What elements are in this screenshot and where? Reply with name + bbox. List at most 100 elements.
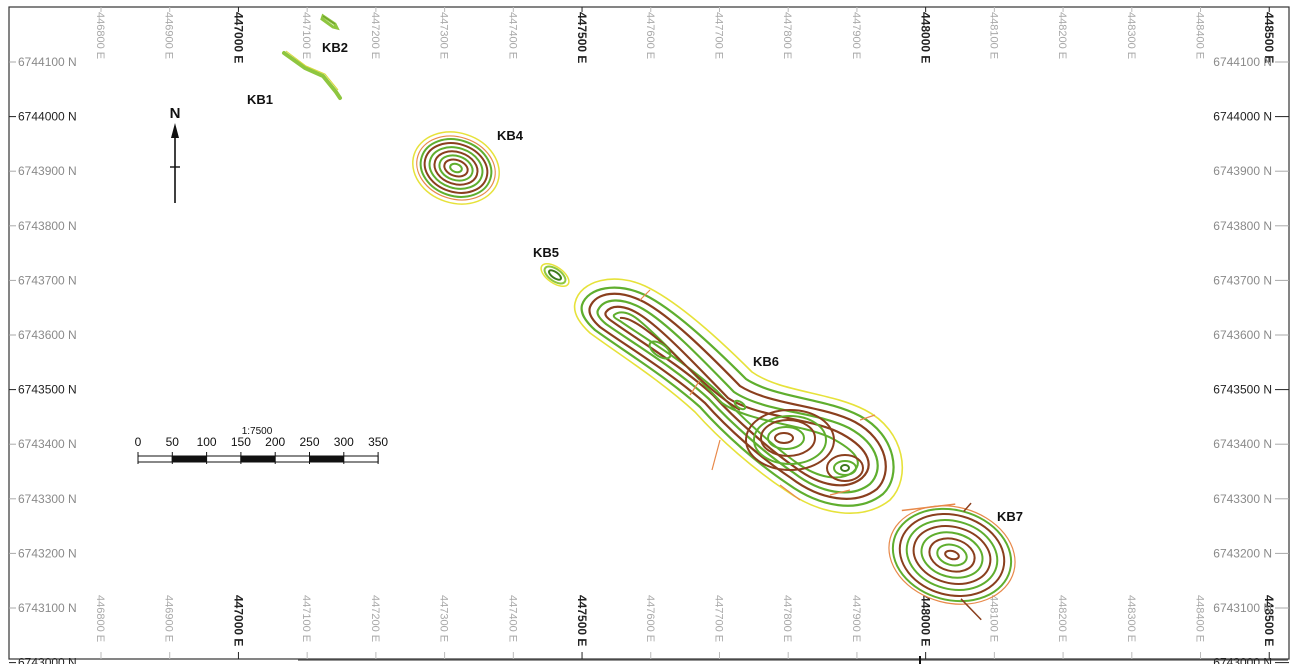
easting-grid: 446800 E 446800 E 446900 E 446900 E 447000 E… bbox=[94, 7, 1276, 659]
easting-label-top: 448200 E bbox=[1056, 12, 1068, 59]
northing-label-right: 6743100 N bbox=[1213, 601, 1272, 615]
northing-label-left: 6743000 N bbox=[18, 656, 77, 664]
pit-label-kb1: KB1 bbox=[247, 92, 273, 107]
pit-kb6-contours bbox=[573, 278, 903, 514]
pit-label-kb7: KB7 bbox=[997, 509, 1023, 524]
northing-label-right: 6744000 N bbox=[1213, 110, 1272, 124]
easting-label-bottom: 447800 E bbox=[781, 595, 793, 642]
easting-label-bottom: 447100 E bbox=[300, 595, 312, 642]
north-arrow-head-icon bbox=[171, 123, 179, 138]
easting-label-bottom: 446800 E bbox=[94, 595, 106, 642]
scale-tick-label: 150 bbox=[231, 435, 251, 449]
north-arrow-label: N bbox=[170, 105, 181, 122]
scale-segment bbox=[137, 455, 173, 463]
easting-label-bottom: 448200 E bbox=[1056, 595, 1068, 642]
easting-label-bottom: 447500 E bbox=[575, 595, 589, 646]
easting-label-bottom: 447600 E bbox=[644, 595, 656, 642]
north-arrow: N bbox=[170, 105, 181, 203]
northing-label-right: 6743400 N bbox=[1213, 437, 1272, 451]
pit-label-kb4: KB4 bbox=[497, 128, 524, 143]
easting-label-bottom: 447900 E bbox=[850, 595, 862, 642]
easting-label-top: 448100 E bbox=[987, 12, 999, 59]
scale-tick-label: 250 bbox=[299, 435, 319, 449]
pit-kb4-contours bbox=[412, 131, 500, 205]
easting-label-top: 447500 E bbox=[575, 12, 589, 63]
easting-label-top: 447800 E bbox=[781, 12, 793, 59]
easting-label-bottom: 447700 E bbox=[712, 595, 724, 642]
easting-label-bottom: 448000 E bbox=[919, 595, 933, 646]
easting-label-bottom: 447000 E bbox=[231, 595, 245, 646]
pit-label-kb2: KB2 bbox=[322, 40, 348, 55]
scale-tick-label: 300 bbox=[334, 435, 354, 449]
pit-label-kb5: KB5 bbox=[533, 245, 559, 260]
scale-segment bbox=[206, 455, 242, 463]
northing-label-left: 6743800 N bbox=[18, 219, 77, 233]
northing-label-left: 6743200 N bbox=[18, 546, 77, 560]
easting-label-bottom: 448100 E bbox=[987, 595, 999, 642]
scale-segment bbox=[240, 455, 276, 463]
easting-label-bottom: 448300 E bbox=[1125, 595, 1137, 642]
pit-label-kb6: KB6 bbox=[753, 354, 779, 369]
easting-label-top: 447900 E bbox=[850, 12, 862, 59]
easting-label-top: 447000 E bbox=[231, 12, 245, 63]
northing-label-right: 6743200 N bbox=[1213, 546, 1272, 560]
easting-label-top: 448400 E bbox=[1194, 12, 1206, 59]
scale-tick-label: 350 bbox=[368, 435, 388, 449]
northing-label-left: 6743300 N bbox=[18, 492, 77, 506]
northing-label-right: 6743700 N bbox=[1213, 273, 1272, 287]
easting-label-top: 447700 E bbox=[712, 12, 724, 59]
scale-segment bbox=[343, 455, 379, 463]
scale-tick-label: 100 bbox=[197, 435, 217, 449]
scale-tick-label: 0 bbox=[135, 435, 142, 449]
easting-label-top: 448500 E bbox=[1262, 12, 1276, 63]
pit-kb5-contours bbox=[540, 262, 570, 288]
northing-label-right: 6743500 N bbox=[1213, 383, 1272, 397]
northing-label-left: 6743100 N bbox=[18, 601, 77, 615]
easting-label-top: 447300 E bbox=[438, 12, 450, 59]
pit-kb1-outline bbox=[282, 50, 342, 100]
scale-tick-label: 50 bbox=[166, 435, 180, 449]
scale-segments bbox=[137, 452, 379, 464]
pit-labels: KB1 KB2 KB4 KB5 KB6 KB7 bbox=[247, 40, 1023, 524]
easting-label-bottom: 448400 E bbox=[1194, 595, 1206, 642]
scale-tick-label: 200 bbox=[265, 435, 285, 449]
northing-label-right: 6743600 N bbox=[1213, 328, 1272, 342]
easting-label-bottom: 448500 E bbox=[1262, 595, 1276, 646]
northing-label-left: 6743700 N bbox=[18, 273, 77, 287]
scale-segment bbox=[309, 455, 345, 463]
northing-label-right: 6743900 N bbox=[1213, 164, 1272, 178]
easting-label-top: 447200 E bbox=[369, 12, 381, 59]
scale-segment bbox=[171, 455, 208, 463]
northing-label-left: 6744100 N bbox=[18, 55, 77, 69]
easting-label-bottom: 447300 E bbox=[438, 595, 450, 642]
pit-contours bbox=[282, 13, 1016, 621]
northing-label-right: 6744100 N bbox=[1213, 55, 1272, 69]
pit-kb2-outline bbox=[320, 13, 340, 31]
northing-label-left: 6743400 N bbox=[18, 437, 77, 451]
easting-label-top: 447400 E bbox=[506, 12, 518, 59]
scale-ratio: 1:7500 bbox=[242, 426, 273, 437]
northing-label-right: 6743000 N bbox=[1213, 656, 1272, 664]
easting-label-top: 447600 E bbox=[644, 12, 656, 59]
northing-label-left: 6743900 N bbox=[18, 164, 77, 178]
easting-label-top: 448000 E bbox=[919, 12, 933, 63]
easting-label-top: 447100 E bbox=[300, 12, 312, 59]
northing-label-left: 6743500 N bbox=[18, 383, 77, 397]
easting-label-top: 446800 E bbox=[94, 12, 106, 59]
pit-kb7-contours bbox=[888, 502, 1016, 621]
easting-label-bottom: 447200 E bbox=[369, 595, 381, 642]
northing-grid: 6744100 N 6744100 N 6744000 N 6744000 N 6743… bbox=[9, 55, 1289, 669]
easting-label-bottom: 446900 E bbox=[163, 595, 175, 642]
easting-label-bottom: 447400 E bbox=[506, 595, 518, 642]
easting-label-top: 446900 E bbox=[163, 12, 175, 59]
scale-segment bbox=[274, 455, 311, 463]
northing-label-left: 6743600 N bbox=[18, 328, 77, 342]
scale-tick-labels: 0 50 100 150 200 250 300 350 bbox=[135, 435, 389, 449]
northing-label-right: 6743800 N bbox=[1213, 219, 1272, 233]
northing-label-left: 6744000 N bbox=[18, 110, 77, 124]
easting-label-top: 448300 E bbox=[1125, 12, 1137, 59]
scale-bar: 1:7500 0 50 100 150 200 250 300 350 bbox=[135, 426, 389, 464]
northing-label-right: 6743300 N bbox=[1213, 492, 1272, 506]
